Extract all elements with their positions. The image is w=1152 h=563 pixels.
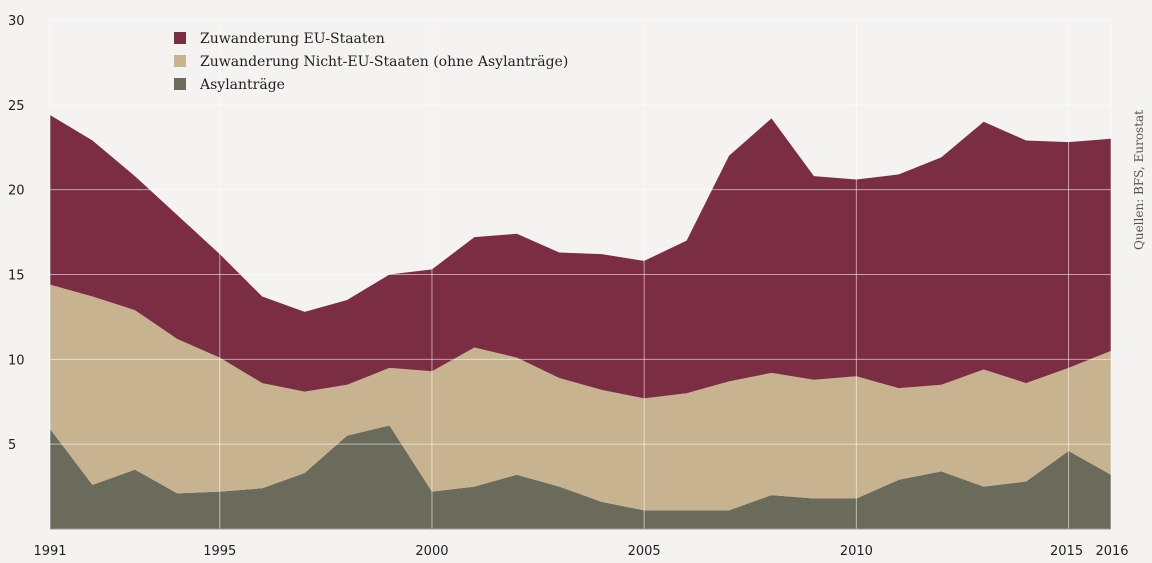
x-tick-label: 2016 xyxy=(1095,544,1128,559)
area-eu xyxy=(50,115,1111,399)
x-axis-tick-labels: 1991 1995 2000 2005 2010 2015 2016 xyxy=(33,544,1128,559)
y-tick-label: 20 xyxy=(8,184,25,199)
legend: Zuwanderung EU-Staaten Zuwanderung Nicht-… xyxy=(174,31,568,93)
y-tick-label: 10 xyxy=(8,353,25,368)
y-tick-label: 30 xyxy=(8,14,25,29)
x-tick-label: 1991 xyxy=(33,544,66,559)
x-tick-label: 1995 xyxy=(203,544,236,559)
y-axis-tick-labels: 5 10 15 20 25 30 xyxy=(8,14,25,453)
source-note: Quellen: BFS, Eurostat xyxy=(1132,110,1146,250)
legend-swatch-asylum xyxy=(174,78,186,90)
area-layer xyxy=(50,115,1111,529)
legend-label-non_eu: Zuwanderung Nicht-EU-Staaten (ohne Asyla… xyxy=(200,54,568,70)
gridlines xyxy=(49,19,1112,530)
y-tick-label: 5 xyxy=(8,438,16,453)
x-tick-label: 2000 xyxy=(415,544,448,559)
area-non_eu xyxy=(50,284,1111,511)
area-asylum xyxy=(50,425,1111,529)
x-tick-label: 2015 xyxy=(1050,544,1083,559)
x-tick-label: 2005 xyxy=(628,544,661,559)
legend-swatch-non_eu xyxy=(174,55,186,67)
legend-swatch-eu xyxy=(174,32,186,44)
legend-label-asylum: Asylanträge xyxy=(199,77,285,93)
legend-label-eu: Zuwanderung EU-Staaten xyxy=(200,31,385,47)
y-tick-label: 15 xyxy=(8,269,25,284)
x-tick-label: 2010 xyxy=(840,544,873,559)
y-tick-label: 25 xyxy=(8,99,25,114)
